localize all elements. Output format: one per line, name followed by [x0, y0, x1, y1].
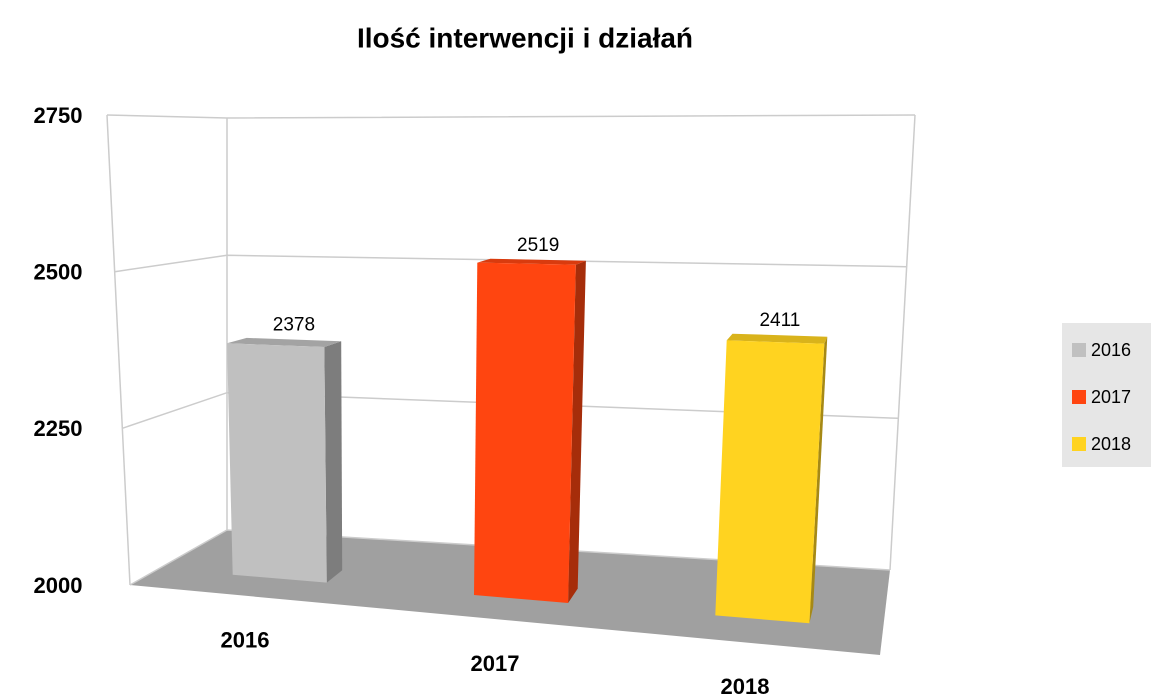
grid-line — [106, 114, 916, 119]
wall-frame — [889, 114, 916, 571]
bar-side — [324, 341, 343, 583]
y-tick-label: 2750 — [34, 103, 83, 128]
value-label: 2519 — [517, 235, 559, 256]
bar-top — [726, 333, 828, 344]
chart-title: Ilość interwencji i działań — [357, 22, 693, 53]
grid-line — [122, 391, 899, 430]
legend-swatch — [1072, 390, 1086, 404]
legend-swatch — [1072, 437, 1086, 451]
y-tick-label: 2000 — [34, 573, 83, 598]
legend-label: 2018 — [1091, 434, 1131, 454]
x-tick-label: 2018 — [721, 674, 770, 699]
y-tick-label: 2250 — [34, 416, 83, 441]
y-tick-label: 2500 — [34, 259, 83, 284]
value-label: 2411 — [759, 310, 800, 331]
bar-side — [809, 336, 828, 624]
bar — [227, 343, 327, 583]
bar-side — [568, 260, 586, 603]
bar-top — [477, 258, 586, 265]
x-tick-label: 2016 — [221, 627, 270, 652]
legend-label: 2016 — [1091, 340, 1131, 360]
bar — [474, 262, 576, 603]
wall-frame — [106, 114, 131, 586]
legend-swatch — [1072, 343, 1086, 357]
bar-top — [227, 337, 342, 347]
bar — [715, 340, 825, 624]
value-label: 2378 — [273, 315, 315, 336]
x-tick-label: 2017 — [471, 651, 520, 676]
legend-label: 2017 — [1091, 387, 1131, 407]
grid-line — [129, 529, 891, 586]
grid-line — [114, 254, 907, 273]
